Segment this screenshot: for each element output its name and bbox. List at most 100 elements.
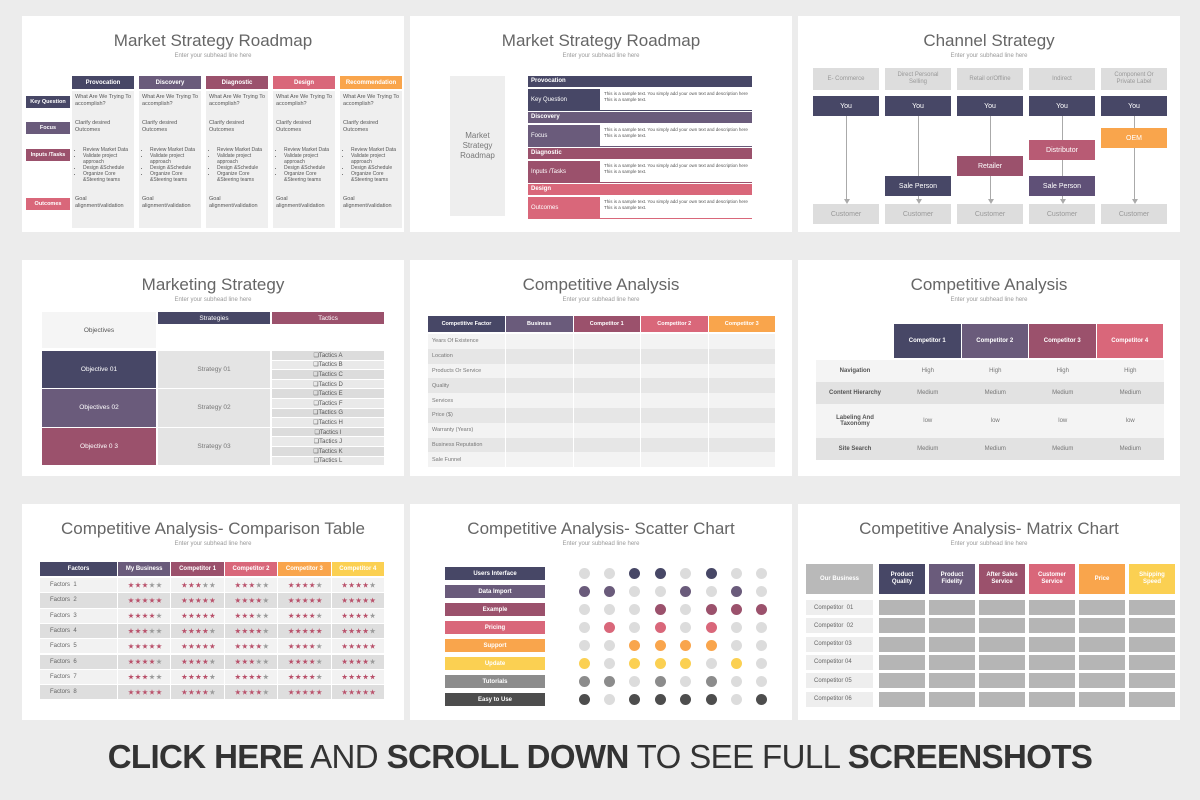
star: [341, 597, 348, 603]
row-label: Location: [428, 348, 506, 364]
cell: Medium: [1096, 438, 1164, 460]
cell: [1079, 600, 1125, 615]
row-label: Sale Funnel: [428, 452, 506, 468]
slide-subtitle: Enter your subhead line here: [562, 541, 640, 547]
cell: [573, 348, 641, 364]
star: [295, 612, 302, 619]
star: [262, 582, 269, 588]
star: [288, 643, 295, 649]
slide-thumbnail: Channel Strategy Enter your subhead line …: [798, 16, 1180, 232]
rating: [118, 639, 172, 654]
cell-text: Goal alignment/validation: [209, 196, 258, 209]
star: [181, 658, 188, 665]
star: [316, 628, 323, 634]
star: [302, 597, 309, 603]
cell: [641, 378, 709, 394]
rating: [278, 593, 332, 608]
dot: [654, 568, 666, 579]
cell: [708, 393, 776, 408]
rating: [278, 639, 332, 654]
strategy: Strategy 02: [158, 389, 270, 427]
cell: Medium: [894, 438, 962, 460]
cell: low: [1096, 404, 1164, 438]
side-box: Market Strategy Roadmap: [450, 76, 505, 216]
star: [355, 689, 362, 695]
cell: [879, 654, 925, 670]
tactic: ❑Tactics D: [272, 379, 384, 389]
star: [188, 612, 195, 619]
star: [209, 597, 216, 603]
star: [241, 643, 248, 649]
star: [348, 658, 355, 665]
cell: [506, 393, 574, 408]
row-label: Navigation: [816, 360, 894, 382]
cell: [879, 618, 925, 634]
rating: [278, 669, 332, 685]
rating: [171, 608, 225, 623]
star: [255, 582, 262, 588]
row-label: Inputs /Tasks: [26, 149, 70, 161]
dot: [705, 586, 717, 597]
star: [355, 658, 362, 665]
cell: [1029, 636, 1075, 652]
star: [195, 643, 202, 649]
dot: [756, 676, 768, 687]
column-header: Competitor 1: [171, 562, 225, 576]
slide-thumbnail: Competitive Analysis- Scatter Chart Enter…: [410, 504, 792, 720]
cell: [879, 673, 925, 689]
task-list: Review Market DataValidate project appro…: [343, 147, 401, 187]
star: [295, 658, 302, 665]
star: [234, 612, 241, 619]
star: [135, 628, 141, 634]
dot: [730, 586, 742, 597]
star: [369, 597, 376, 603]
cell: [708, 348, 776, 364]
cell: [641, 452, 709, 468]
star: [234, 673, 241, 680]
task-list: Review Market DataValidate project appro…: [142, 147, 200, 187]
cell: [929, 691, 975, 707]
star: [309, 582, 316, 588]
step-box: Sale Person: [1029, 176, 1095, 196]
cell: High: [1029, 360, 1097, 382]
dot: [705, 640, 717, 651]
footer-text: AND: [303, 738, 387, 775]
dot: [578, 568, 590, 579]
star: [309, 658, 316, 665]
cell: High: [894, 360, 962, 382]
row-label: Warranty (Years): [428, 422, 506, 438]
footer-text: TO SEE FULL: [628, 738, 848, 775]
cell: [573, 408, 641, 423]
star: [262, 689, 269, 695]
row-label: Pricing: [445, 621, 545, 634]
star: [341, 643, 348, 649]
source-box: You: [813, 96, 879, 116]
step-box: Retailer: [957, 156, 1023, 176]
star: [362, 689, 369, 695]
arrow-head: [1059, 199, 1066, 204]
star: [181, 643, 188, 649]
star: [255, 673, 262, 680]
dot: [680, 568, 692, 579]
star: [241, 689, 248, 695]
star: [348, 643, 355, 649]
cell: [1079, 654, 1125, 670]
row-label: Tutorials: [445, 675, 545, 688]
section-rule: [528, 182, 752, 183]
star: [262, 628, 269, 634]
section-text: This is a sample text. You simply add yo…: [604, 199, 748, 210]
star: [341, 689, 348, 695]
column-body: [72, 91, 134, 228]
star: [128, 658, 134, 665]
call-to-action[interactable]: CLICK HERE AND SCROLL DOWN TO SEE FULL S…: [0, 738, 1200, 776]
column-header: Competitor 1: [573, 316, 641, 332]
section-label: Inputs /Tasks: [528, 161, 600, 182]
cell: [506, 422, 574, 438]
dot: [603, 586, 615, 597]
star: [149, 628, 155, 634]
star: [142, 628, 148, 634]
task-item: Organize Core &Steering teams: [83, 171, 133, 183]
star: [288, 628, 295, 634]
row-label: Quality: [428, 378, 506, 394]
star: [128, 689, 134, 695]
